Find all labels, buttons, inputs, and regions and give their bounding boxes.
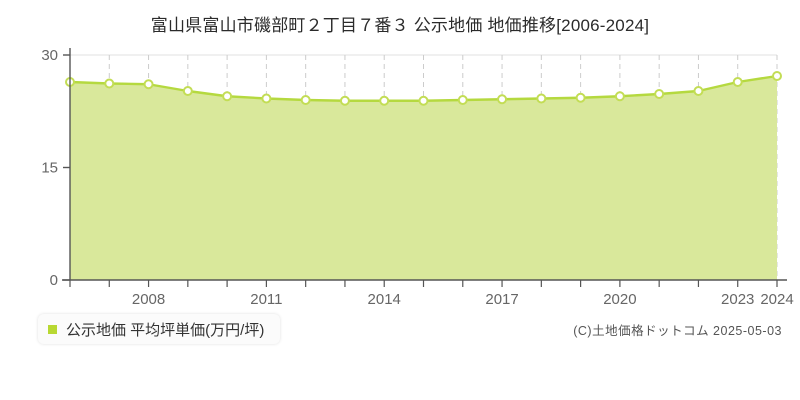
area-series-fill: [70, 76, 777, 280]
data-point-marker: [182, 86, 193, 96]
data-point-marker: [379, 95, 390, 106]
data-point-marker: [300, 95, 311, 105]
x-axis-tick-labels: 2008 2011 2014 2017 2020 2023 2024: [132, 291, 794, 308]
x-axis-tick-label: 2017: [485, 291, 518, 308]
y-axis-tick-label: 15: [41, 160, 58, 177]
data-point-marker: [143, 79, 154, 90]
x-axis-tick-label: 2024: [760, 291, 793, 308]
legend-swatch-icon: [48, 324, 57, 334]
data-point-marker: [772, 71, 782, 81]
data-point-marker: [222, 91, 233, 102]
chart-legend: 公示地価 平均坪単価(万円/坪): [38, 314, 281, 344]
data-point-marker: [457, 95, 468, 105]
data-point-marker: [654, 89, 665, 99]
y-axis-tick-label: 30: [41, 47, 58, 64]
axis-layer: [62, 48, 787, 287]
chart-title: 富山県富山市磯部町２丁目７番３ 公示地価 地価推移[2006-2024]: [150, 16, 650, 35]
credit-text: (C)土地価格ドットコム 2025-05-03: [573, 324, 782, 338]
y-axis-tick-labels: 0 15 30: [41, 47, 58, 289]
data-point-marker: [497, 94, 508, 105]
x-axis-tick-label: 2014: [368, 291, 401, 308]
data-point-marker: [732, 77, 743, 87]
data-point-marker: [614, 91, 625, 102]
y-axis-tick-label: 0: [50, 272, 58, 289]
data-point-marker: [693, 86, 704, 96]
x-axis-tick-label: 2020: [603, 291, 636, 308]
data-point-marker: [104, 78, 115, 89]
chart-plot-area: 0 15 30 2008 2011 2014 2017 2020 2023 2024: [41, 47, 794, 308]
x-axis-tick-label: 2011: [250, 291, 282, 308]
x-axis-tick-label: 2008: [132, 291, 165, 308]
data-point-marker: [575, 92, 586, 103]
data-point-markers: [65, 71, 782, 106]
legend-label: 公示地価 平均坪単価(万円/坪): [66, 321, 265, 339]
data-point-marker: [261, 93, 272, 104]
x-axis-tick-label: 2023: [721, 291, 754, 308]
data-point-marker: [536, 93, 547, 104]
data-point-marker: [418, 95, 429, 106]
data-point-marker: [339, 95, 350, 106]
area-fill-path: [70, 76, 777, 280]
